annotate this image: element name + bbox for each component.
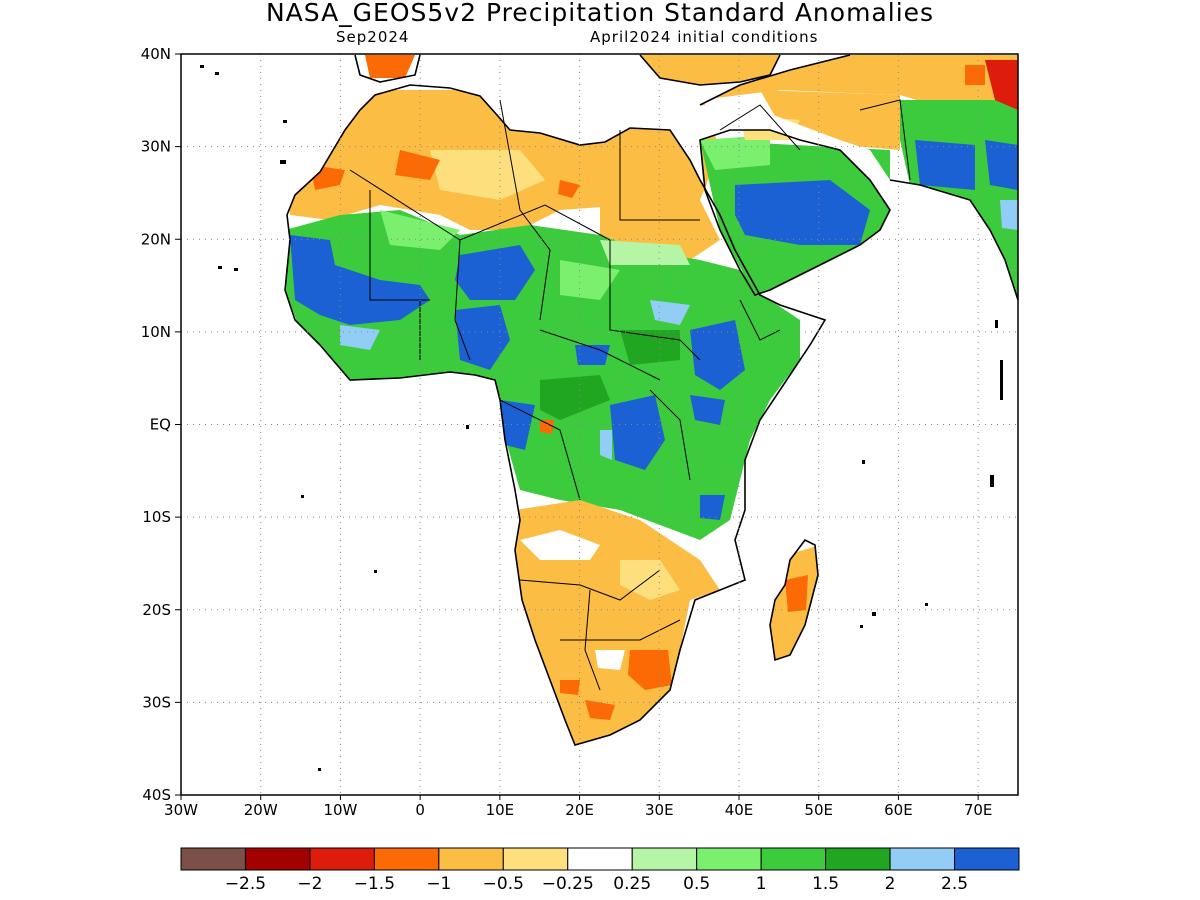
colorbar-swatch (567, 847, 633, 871)
lat-tick-label: 10S (142, 508, 171, 526)
colorbar-swatch (954, 847, 1020, 871)
lon-tick-label: 10W (323, 801, 357, 819)
lat-tick-label: 30N (141, 138, 171, 156)
wet-core-congo (610, 395, 665, 470)
colorbar-label: 2 (885, 874, 896, 894)
colorbar-swatch (438, 847, 504, 871)
lon-tick-label: 60E (884, 801, 913, 819)
colorbar-swatch (309, 847, 375, 871)
colorbar-swatch (760, 847, 827, 871)
lat-tick-label: 30S (142, 693, 171, 711)
axis-ticks: 30W 20W 10W 0 10E 20E 30E 40E 50E 60E 70E 40N 30N 20N… (141, 45, 993, 819)
colorbar-label: 0.5 (683, 874, 710, 894)
colorbar-label: 1 (756, 874, 767, 894)
lon-tick-label: 40E (725, 801, 754, 819)
colorbar-label: −2.5 (225, 874, 266, 894)
colorbar-swatch (825, 847, 891, 871)
lat-tick-label: 20N (141, 230, 171, 248)
colorbar-label: −0.5 (483, 874, 524, 894)
colorbar-label: 1.5 (812, 874, 839, 894)
colorbar-swatch (889, 847, 956, 871)
islands (200, 65, 1003, 771)
lat-tick-label: 20S (142, 601, 171, 619)
lat-tick-label: 40S (142, 786, 171, 804)
lon-tick-label: 30E (645, 801, 674, 819)
colorbar-swatch (180, 847, 246, 871)
colorbar-swatch (244, 847, 311, 871)
lon-tick-label: 50E (804, 801, 833, 819)
coastlines (284, 54, 1019, 746)
colorbar-label: −0.25 (542, 874, 594, 894)
colorbar-label: 2.5 (941, 874, 968, 894)
colorbar-swatch (631, 847, 698, 871)
lat-tick-label: EQ (150, 416, 171, 434)
colorbar-label: 0.25 (613, 874, 651, 894)
lon-tick-label: 10E (486, 801, 515, 819)
colorbar-swatch (373, 847, 440, 871)
initial-conditions-label: April2024 initial conditions (590, 28, 819, 46)
colorbar-label: −1.5 (354, 874, 395, 894)
valid-month-label: Sep2024 (336, 28, 410, 46)
colorbar-label: −2 (297, 874, 322, 894)
colorbar-swatch (502, 847, 569, 871)
lat-tick-label: 40N (141, 45, 171, 63)
colorbar: −2.5 −2 −1.5 −1 −0.5 −0.25 0.25 0.5 1 1.5 2 2.5 (180, 847, 1020, 894)
colorbar-swatch (696, 847, 762, 871)
lon-tick-label: 20W (244, 801, 278, 819)
lat-tick-label: 10N (141, 323, 171, 341)
country-borders (349, 99, 911, 691)
lon-tick-label: 0 (415, 801, 425, 819)
lon-tick-label: 30W (164, 801, 198, 819)
lon-tick-label: 20E (565, 801, 594, 819)
chart-title: NASA_GEOS5v2 Precipitation Standard Anom… (265, 0, 935, 27)
colorbar-label: −1 (426, 874, 451, 894)
lon-tick-label: 70E (964, 801, 993, 819)
wet-core-west (290, 235, 430, 325)
